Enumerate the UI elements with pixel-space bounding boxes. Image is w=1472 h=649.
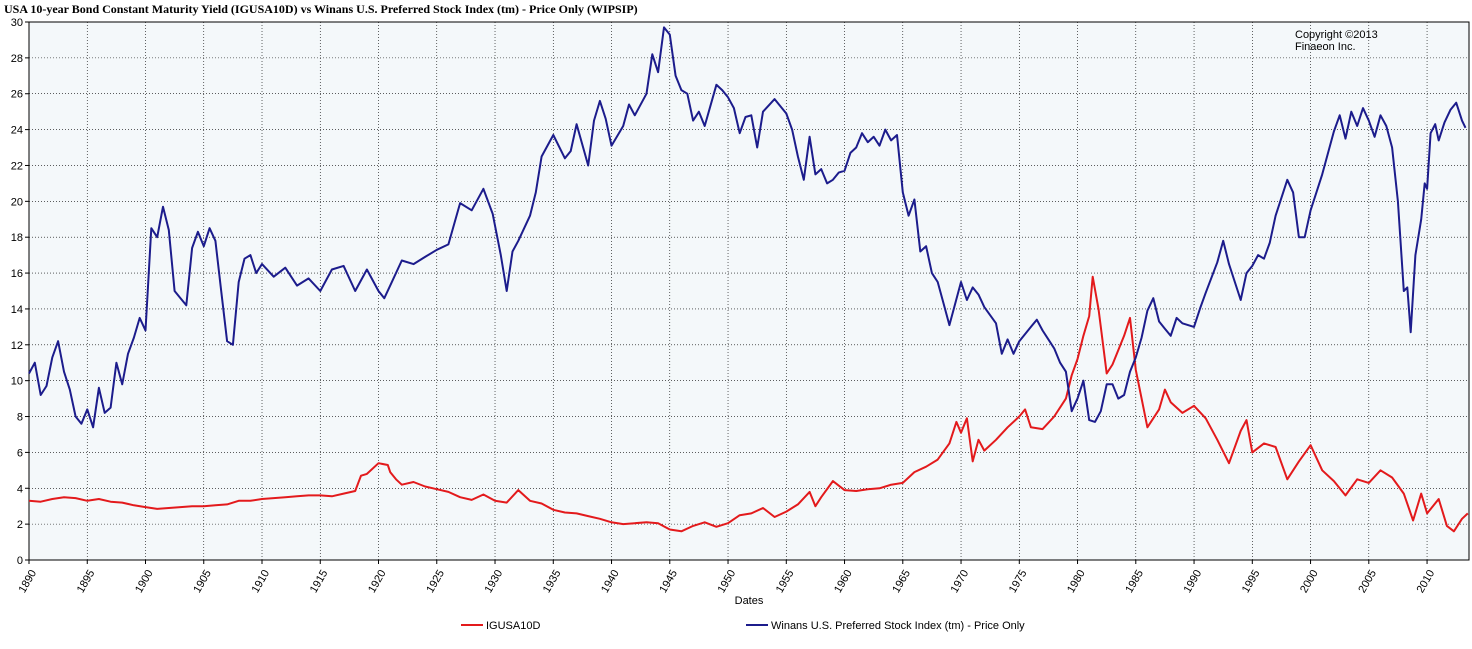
series-line-wipsip bbox=[28, 26, 1467, 429]
series-line-igusa10d bbox=[28, 275, 1469, 533]
x-tick-label: 1965 bbox=[890, 568, 913, 595]
x-tick-label: 2005 bbox=[1356, 568, 1379, 595]
x-axis-label: Dates bbox=[735, 595, 764, 607]
y-tick-label: 6 bbox=[17, 447, 23, 459]
y-tick-label: 2 bbox=[17, 519, 23, 531]
x-tick-label: 1905 bbox=[191, 568, 214, 595]
y-tick-label: 10 bbox=[11, 376, 23, 388]
x-tick-label: 2000 bbox=[1298, 568, 1321, 595]
copyright-line-2: Finaeon Inc. bbox=[1295, 41, 1356, 53]
y-tick-label: 28 bbox=[11, 53, 23, 65]
legend-label: Winans U.S. Preferred Stock Index (tm) -… bbox=[771, 620, 1025, 632]
x-tick-label: 1940 bbox=[599, 568, 622, 595]
x-tick-label: 1975 bbox=[1007, 568, 1030, 595]
x-tick-label: 1925 bbox=[424, 568, 447, 595]
x-tick-label: 1895 bbox=[75, 568, 98, 595]
x-tick-label: 1955 bbox=[774, 568, 797, 595]
y-tick-label: 24 bbox=[11, 125, 23, 137]
x-tick-label: 1980 bbox=[1065, 568, 1088, 595]
x-tick-label: 1910 bbox=[250, 568, 273, 595]
x-tick-label: 1890 bbox=[17, 568, 40, 595]
x-tick-label: 1920 bbox=[366, 568, 389, 595]
chart-title: USA 10-year Bond Constant Maturity Yield… bbox=[4, 2, 638, 16]
y-tick-label: 18 bbox=[11, 232, 23, 244]
x-tick-label: 1915 bbox=[308, 568, 331, 595]
x-tick-label: 1970 bbox=[949, 568, 972, 595]
y-tick-label: 12 bbox=[11, 340, 23, 352]
x-axis: 1890 1895 1900 1905 1910 1915 1920 1925 1930 1935… bbox=[17, 560, 1438, 595]
y-tick-label: 26 bbox=[11, 89, 23, 101]
plot-area bbox=[28, 21, 1470, 561]
y-tick-label: 30 bbox=[11, 17, 23, 29]
copyright-line-1: Copyright ©2013 bbox=[1295, 29, 1378, 41]
x-tick-label: 1945 bbox=[657, 568, 680, 595]
legend-label: IGUSA10D bbox=[486, 620, 540, 632]
y-tick-label: 0 bbox=[17, 555, 23, 567]
x-tick-label: 1930 bbox=[483, 568, 506, 595]
y-tick-label: 22 bbox=[11, 160, 23, 172]
x-tick-label: 2010 bbox=[1415, 568, 1438, 595]
x-tick-label: 1960 bbox=[832, 568, 855, 595]
x-tick-label: 1995 bbox=[1240, 568, 1263, 595]
x-tick-label: 1935 bbox=[541, 568, 564, 595]
x-tick-label: 1990 bbox=[1182, 568, 1205, 595]
y-tick-label: 8 bbox=[17, 412, 23, 424]
y-tick-label: 14 bbox=[11, 304, 23, 316]
y-tick-label: 16 bbox=[11, 268, 23, 280]
y-tick-label: 4 bbox=[17, 483, 23, 495]
x-tick-label: 1950 bbox=[716, 568, 739, 595]
legend: IGUSA10D Winans U.S. Preferred Stock Inde… bbox=[461, 620, 1025, 632]
y-tick-label: 20 bbox=[11, 196, 23, 208]
x-tick-label: 1985 bbox=[1123, 568, 1146, 595]
grid-lines bbox=[28, 21, 1469, 561]
series-lines bbox=[28, 26, 1469, 533]
x-tick-label: 1900 bbox=[133, 568, 156, 595]
